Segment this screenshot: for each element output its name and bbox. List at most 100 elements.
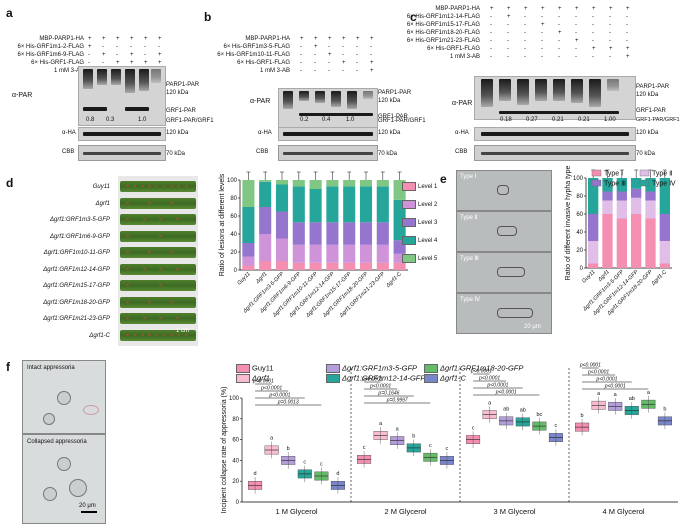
collapsed-appressoria-image: Collapsed appressoria 20 μm — [22, 434, 106, 524]
p-value-label: p<0.0001 — [495, 390, 517, 396]
bar-segment — [376, 186, 389, 223]
condition-sign: - — [507, 22, 509, 28]
condition-sign: - — [342, 68, 344, 74]
condition-sign: - — [490, 38, 492, 44]
legend-label: Type Ⅱ — [652, 171, 673, 178]
p-value-label: p<0.0001 — [604, 384, 626, 390]
condition-sign: - — [592, 54, 594, 60]
condition-sign: - — [541, 54, 543, 60]
hypha-type-label: Type Ⅲ — [460, 256, 479, 262]
x-tick-label: Δgrf1 — [254, 271, 268, 285]
group-label: 1 M Glycerol — [275, 507, 317, 516]
panel-a-par-blot — [78, 66, 166, 126]
significance-letter: bc — [536, 412, 542, 418]
panel-b-cbb-label: CBB — [256, 149, 269, 155]
condition-sign: + — [342, 36, 346, 42]
condition-sign: + — [328, 36, 332, 42]
hypha-micrograph: Type Ⅱ — [456, 211, 552, 252]
leaf-image — [120, 313, 196, 324]
panel-b-cbb-kda: 70 kDa — [378, 151, 398, 157]
condition-sign: - — [558, 22, 560, 28]
condition-row-label: 6× His-GRF1-FLAG — [31, 60, 84, 66]
condition-row-label: 6× His-GRF1m18-20-FLAG — [406, 30, 480, 36]
group-label: 4 M Glycerol — [602, 507, 644, 516]
bar-segment — [292, 262, 305, 270]
condition-sign: - — [144, 52, 146, 58]
legend-item: Level 3 — [402, 218, 466, 227]
y-axis-label: Incipient collapse rate of appressoria (… — [221, 387, 228, 514]
legend-item: Level 4 — [402, 236, 466, 245]
bar-segment — [645, 178, 656, 192]
significance-letter: a — [488, 400, 492, 406]
condition-sign: + — [314, 44, 318, 50]
condition-sign: + — [626, 6, 630, 12]
bar-segment — [343, 222, 356, 245]
legend-item: Δgrf1:GRF1m12-14-GFP — [326, 374, 425, 383]
condition-row-label: 6× His-GRF1m10-11-FLAG — [217, 52, 290, 58]
panel-d-strain-labels: Guy11 Δgrf1 Δgrf1:GRF1m3-5-GFP Δgrf1:GRF1m6… — [0, 176, 114, 346]
bar-segment — [359, 222, 373, 245]
bar-segment — [259, 181, 272, 207]
legend-label: Type Ⅰ — [604, 171, 623, 178]
bar-segment — [242, 207, 255, 243]
condition-sign: + — [507, 6, 511, 12]
condition-sign: - — [490, 22, 492, 28]
significance-letter: c — [446, 446, 449, 452]
condition-sign: - — [328, 44, 330, 50]
y-tick-label: 100 — [229, 396, 240, 402]
condition-sign: - — [507, 54, 509, 60]
legend-item: Δgrf1:GRF1m18-20-GFP — [424, 364, 523, 373]
panel-b-ha-label: α-HA — [258, 130, 272, 136]
bar-segment — [326, 180, 339, 187]
bar-segment — [292, 244, 305, 263]
panel-b-ratio-label: GRF1-PAR/GRF1 — [378, 118, 426, 124]
condition-sign: - — [524, 14, 526, 20]
legend-label: Type Ⅳ — [652, 181, 676, 188]
condition-sign: + — [300, 36, 304, 42]
condition-sign: - — [314, 68, 316, 74]
significance-letter: b — [287, 446, 290, 452]
condition-sign: - — [575, 54, 577, 60]
condition-sign: - — [370, 52, 372, 58]
condition-sign: + — [116, 60, 120, 66]
strain-label: Δgrf1:GRF1m18-20-GFP — [43, 299, 110, 306]
panel-b-ylabel: α-PAR — [250, 98, 271, 105]
bar-segment — [588, 263, 599, 268]
y-tick-label: 60 — [576, 212, 583, 218]
significance-letter: a — [270, 436, 274, 442]
condition-sign: + — [102, 52, 106, 58]
bar-segment — [645, 200, 656, 219]
y-tick-label: 0 — [234, 268, 238, 274]
group-label: 2 M Glycerol — [384, 507, 426, 516]
y-tick-label: 20 — [576, 248, 583, 254]
bar-segment — [359, 262, 373, 270]
bar-segment — [326, 244, 339, 263]
bar-segment — [309, 222, 322, 245]
legend-swatch — [591, 179, 602, 187]
bar-segment — [659, 241, 670, 264]
bar-segment — [343, 186, 356, 223]
condition-sign: - — [88, 52, 90, 58]
legend-swatch — [639, 169, 650, 177]
significance-letter: a — [647, 390, 651, 396]
condition-sign: - — [609, 54, 611, 60]
x-tick-label: Guy11 — [236, 271, 251, 286]
condition-sign: + — [541, 22, 545, 28]
leaf-image — [120, 263, 196, 275]
bar-segment — [309, 262, 322, 270]
condition-sign: - — [328, 68, 330, 74]
leaf-image — [120, 230, 196, 242]
condition-sign: - — [592, 22, 594, 28]
panel-a-ratio-label: GRF1-PAR/GRF1 — [166, 118, 214, 124]
hypha-micrograph: Type Ⅳ — [456, 293, 552, 334]
hypha-micrograph: Type Ⅲ — [456, 252, 552, 293]
panel-c-right-labels: PARP1-PAR 120 kDa GRF1-PAR — [636, 84, 670, 114]
condition-sign: - — [558, 46, 560, 52]
bar-segment — [292, 222, 305, 245]
significance-letter: ab — [520, 408, 526, 414]
panel-a-cbb-label: CBB — [62, 149, 75, 155]
p-value-label: p<0.0001 — [260, 386, 282, 392]
p-value-label: p<0.0001 — [595, 377, 617, 383]
condition-sign: - — [102, 44, 104, 50]
condition-sign: - — [490, 14, 492, 20]
